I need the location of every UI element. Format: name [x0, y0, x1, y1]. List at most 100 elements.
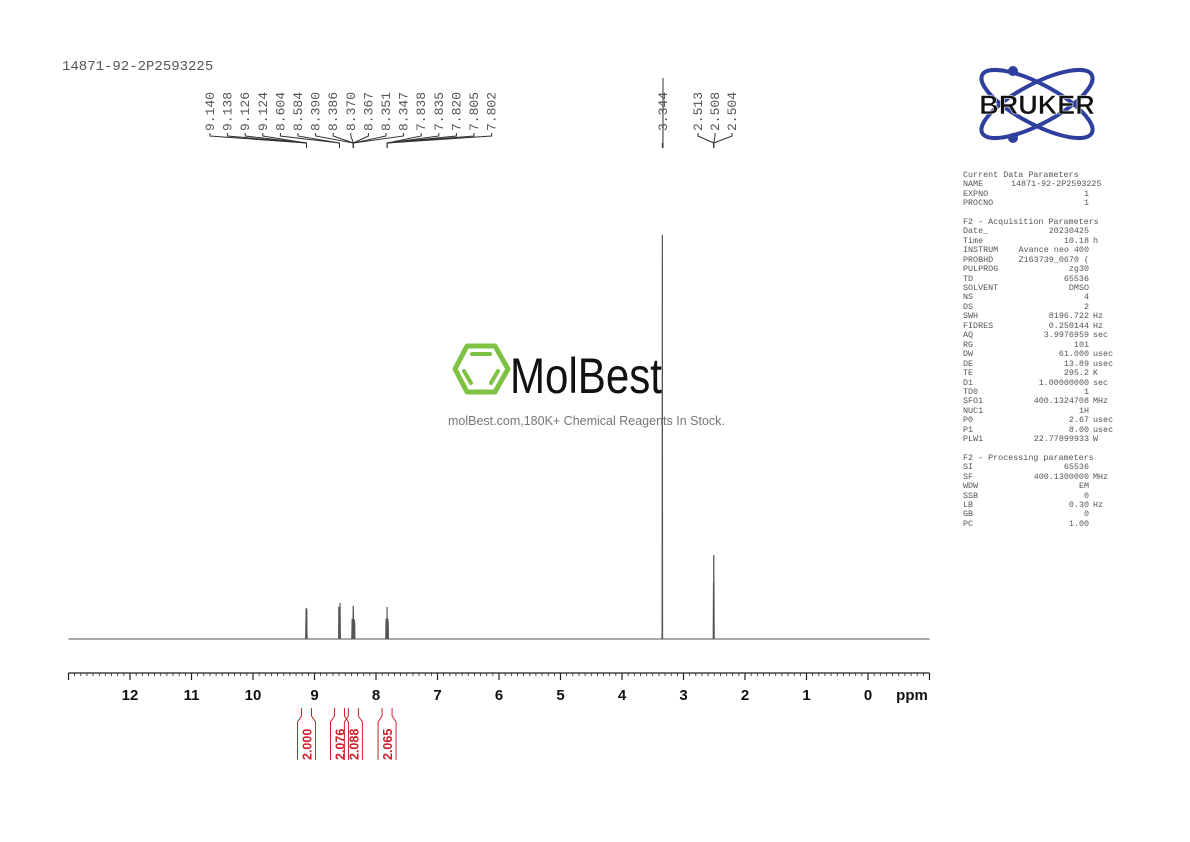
peak-label: 7.802 [485, 92, 500, 131]
parameter-row: GB 0 [963, 509, 1113, 520]
x-tick-label: 12 [122, 687, 139, 704]
parameter-row: P0 2.67 usec [963, 415, 1114, 426]
parameter-unit [1089, 256, 1093, 265]
parameter-row: TE 295.2 K [963, 368, 1113, 379]
parameter-value: 0 [1083, 509, 1089, 520]
parameter-value: zg30 [1068, 264, 1089, 275]
parameter-name: INSTRUM [963, 245, 999, 256]
peak-label-connector [697, 133, 715, 148]
parameter-name: SOLVENT [963, 282, 999, 293]
parameter-value: 20230425 [1048, 226, 1089, 237]
parameter-name: PROBHD [963, 254, 994, 265]
parameter-section: F2 - Processing parameters SI 65536 SF 400.1… [963, 452, 1113, 530]
svg-text:MolBest: MolBest [510, 348, 662, 399]
parameter-value: 2.67 [1068, 415, 1089, 426]
parameter-row: Date_ 20230425 [963, 226, 1113, 237]
peak-label: 8.604 [273, 92, 288, 131]
parameter-row: DW 61.000 usec [963, 349, 1114, 360]
parameter-name: PC [963, 518, 974, 529]
bruker-logo: BRUKER [979, 66, 1095, 143]
parameter-row: SWH 8196.722 Hz [963, 311, 1113, 322]
peak-label: 9.124 [256, 92, 271, 131]
watermark-tagline: molBest.com,180K+ Chemical Reagents In S… [448, 414, 725, 428]
parameter-row: PLW1 22.77899933 W [963, 434, 1113, 445]
x-tick-label: 1 [802, 687, 810, 704]
parameter-value: 101 [1073, 339, 1089, 350]
parameter-unit [1089, 520, 1093, 529]
integral-value: 2.000 [301, 729, 315, 760]
parameter-value: 10.18 [1063, 235, 1089, 246]
parameter-name: TE [963, 368, 974, 379]
x-tick-label: 2 [741, 687, 749, 704]
parameter-row: WDW EM [963, 481, 1113, 492]
parameter-unit: h [1093, 235, 1099, 246]
peak-label: 7.805 [467, 92, 482, 131]
parameter-value: 65536 [1063, 273, 1089, 284]
peak-label-connector [297, 133, 340, 148]
x-tick-label: 6 [495, 687, 503, 704]
parameter-value: EM [1078, 481, 1089, 492]
parameter-name: NAME [963, 179, 984, 190]
parameter-row: FIDRES 0.250144 Hz [963, 321, 1113, 331]
parameter-unit: MHz [1093, 471, 1109, 482]
parameter-name: WDW [963, 481, 979, 492]
parameter-unit: usec [1093, 415, 1114, 426]
parameter-name: SWH [963, 311, 979, 322]
parameter-unit: K [1093, 368, 1099, 379]
parameter-row: SFO1 400.1324708 MHz [963, 396, 1113, 407]
parameter-unit: usec [1093, 358, 1114, 369]
parameter-name: SFO1 [963, 396, 984, 407]
parameter-row: NS 4 [963, 292, 1113, 302]
parameter-row: NAME 14871-92-2P2593225 [963, 179, 1113, 190]
integral-bracket [377, 708, 397, 760]
parameter-value: 13.89 [1063, 358, 1089, 369]
peak-label-connector [661, 78, 664, 149]
x-tick-label: 8 [372, 687, 380, 704]
parameter-section-heading: F2 - Processing parameters [963, 452, 1094, 463]
parameter-value: 22.77899933 [1033, 434, 1089, 445]
peak-label: 9.140 [203, 92, 218, 131]
parameter-name: TD [963, 273, 974, 284]
parameter-row: TD0 1 [963, 386, 1113, 397]
parameter-name: SF [963, 471, 974, 482]
x-tick-label: 5 [556, 687, 564, 704]
integral-bracket [343, 708, 363, 760]
parameter-name: D1 [963, 377, 974, 388]
integral-value: 2.076 [333, 729, 347, 760]
peak-label-connector [262, 133, 308, 148]
parameter-name: RG [963, 339, 974, 350]
parameter-name: NUC1 [963, 405, 984, 416]
integral-value: 2.065 [381, 729, 395, 760]
peak-label-connector [352, 133, 405, 148]
parameter-value: 0.30 [1068, 499, 1089, 510]
parameter-unit [1089, 265, 1093, 274]
parameter-value: 14871-92-2P2593225 [1011, 179, 1102, 190]
spectrum-trace [68, 234, 930, 640]
parameter-row: RG 101 [963, 339, 1113, 350]
svg-text:BRUKER: BRUKER [979, 90, 1095, 120]
x-tick-label: 7 [433, 687, 441, 704]
peak-label: 7.835 [432, 92, 447, 131]
parameter-unit: usec [1093, 349, 1114, 360]
parameter-row: PC 1.00 [963, 518, 1113, 529]
parameter-row: EXPNO 1 [963, 188, 1113, 199]
parameter-name: GB [963, 509, 974, 520]
parameter-value: 1.00000000 [1038, 377, 1089, 388]
parameter-unit: usec [1093, 424, 1114, 435]
parameter-row: INSTRUM Avance neo 400 [963, 245, 1113, 256]
parameter-value: DMSO [1068, 282, 1089, 293]
parameter-name: PROCNO [963, 198, 994, 209]
parameter-name: DE [963, 358, 974, 369]
parameter-name: EXPNO [963, 188, 989, 199]
parameter-unit: Hz [1093, 499, 1104, 510]
parameter-value: 1 [1083, 198, 1089, 209]
peak-label-connector [713, 133, 733, 148]
parameter-name: SSB [963, 490, 979, 501]
parameter-value: 1 [1083, 386, 1089, 397]
parameter-unit [1089, 180, 1093, 189]
parameter-name: P0 [963, 415, 974, 426]
molbest-watermark-logo: MolBest [452, 343, 662, 399]
parameter-row: NUC1 1H [963, 405, 1113, 416]
parameter-row: Time 10.18 h [963, 235, 1113, 246]
